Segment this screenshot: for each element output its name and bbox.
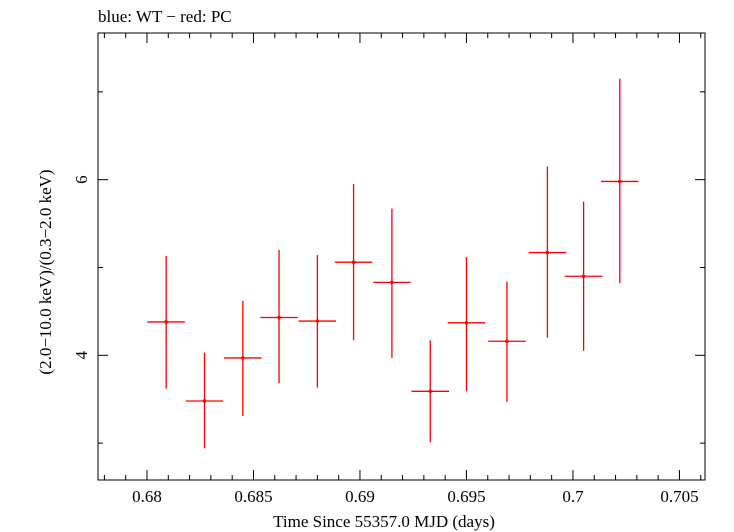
- data-marker: [202, 399, 207, 403]
- data-point: [528, 166, 567, 338]
- y-axis-label: (2.0−10.0 keV)/(0.3−2.0 keV): [36, 169, 55, 374]
- data-point: [298, 255, 337, 388]
- data-marker: [241, 356, 245, 360]
- data-point: [185, 352, 224, 449]
- data-marker: [164, 320, 168, 324]
- data-point: [601, 78, 639, 284]
- data-marker: [277, 315, 281, 320]
- data-point: [224, 300, 262, 416]
- data-point: [373, 208, 411, 358]
- chart-title: blue: WT − red: PC: [98, 7, 232, 26]
- axis-ticks: [98, 33, 705, 480]
- data-marker: [505, 339, 509, 344]
- data-point: [447, 256, 486, 392]
- x-tick-label: 0.68: [132, 487, 162, 506]
- data-point: [334, 184, 373, 341]
- x-tick-label: 0.7: [562, 487, 584, 506]
- y-tick-labels: 46: [72, 175, 91, 359]
- data-point: [488, 281, 526, 402]
- y-tick-label: 4: [72, 351, 91, 360]
- x-tick-label: 0.705: [660, 487, 698, 506]
- x-tick-label: 0.695: [447, 487, 485, 506]
- data-marker: [351, 260, 356, 265]
- data-point: [260, 249, 298, 384]
- data-point: [564, 201, 603, 351]
- data-marker: [390, 280, 394, 285]
- data-marker: [315, 319, 320, 323]
- x-tick-labels: 0.68 0.685 0.69 0.695 0.7 0.705: [132, 487, 698, 506]
- data-point: [411, 340, 449, 443]
- x-axis-label: Time Since 55357.0 MJD (days): [273, 512, 495, 531]
- x-tick-label: 0.69: [345, 487, 375, 506]
- plot-frame: [97, 32, 706, 481]
- data-points: [147, 78, 639, 449]
- data-marker: [545, 250, 550, 255]
- data-point: [147, 256, 185, 389]
- data-marker: [428, 389, 433, 394]
- data-marker: [464, 321, 469, 325]
- y-tick-label: 6: [72, 175, 91, 184]
- data-marker: [581, 274, 586, 279]
- data-marker: [618, 179, 622, 184]
- x-tick-label: 0.685: [234, 487, 272, 506]
